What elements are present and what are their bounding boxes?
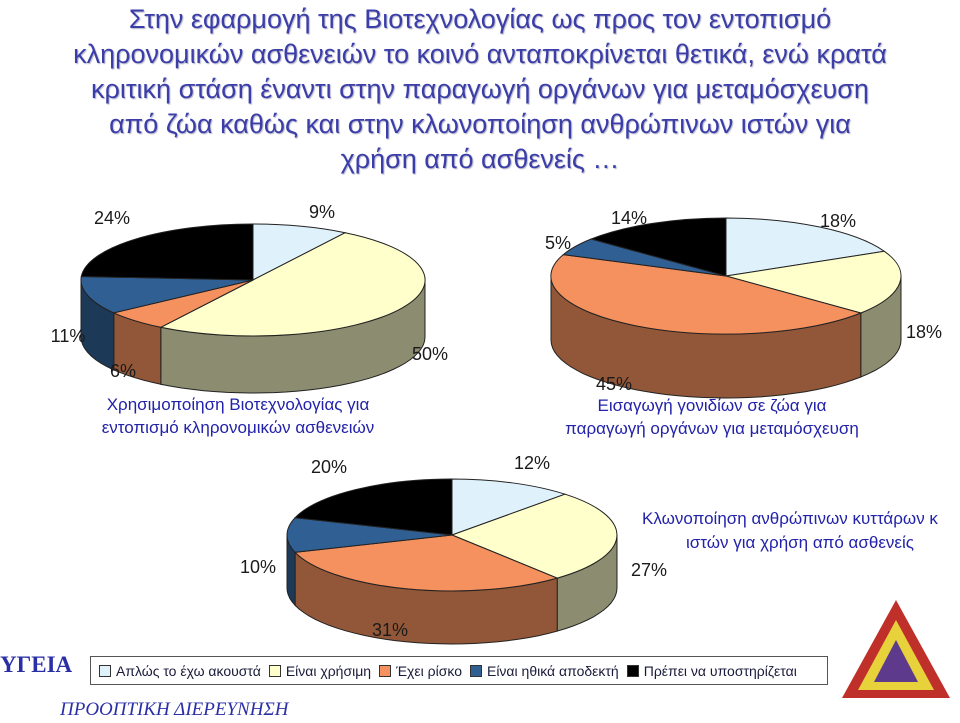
data-label: 18% bbox=[820, 211, 856, 231]
title-line: κληρονομικών ασθενειών το κοινό ανταποκρ… bbox=[73, 39, 887, 69]
legend-swatch bbox=[99, 664, 111, 677]
data-label: 14% bbox=[611, 208, 647, 228]
chart-caption: Χρησιμοποίηση Βιοτεχνολογίας για bbox=[107, 395, 370, 414]
legend-item: Είναι χρήσιμη bbox=[268, 662, 372, 679]
pie-slice bbox=[450, 493, 618, 579]
pie-slice bbox=[286, 517, 453, 553]
legend: Απλώς το έχω ακουστά Είναι χρήσιμη Έχει … bbox=[90, 656, 828, 685]
chart-caption: εντοπισμό κληρονομικών ασθενειών bbox=[102, 418, 375, 437]
legend-swatch bbox=[469, 664, 482, 677]
data-label: 45% bbox=[596, 374, 632, 394]
data-label: 31% bbox=[372, 620, 408, 640]
legend-label: Έχει ρίσκο bbox=[396, 662, 462, 679]
pie-slice bbox=[550, 254, 863, 335]
legend-label: Είναι χρήσιμη bbox=[285, 662, 372, 679]
pie-slice bbox=[294, 478, 453, 536]
legend-swatch bbox=[379, 664, 392, 677]
data-label: 9% bbox=[309, 202, 335, 222]
legend-label: Πρέπει να υποστηρίζεται bbox=[643, 662, 797, 679]
title-line: κριτική στάση έναντι στην παραγωγή οργάν… bbox=[91, 74, 869, 104]
legend-swatch bbox=[268, 664, 281, 677]
brand-logo-text: ΥΓΕΙΑ bbox=[0, 652, 73, 677]
pie-slice bbox=[252, 223, 347, 281]
pie-slice bbox=[80, 275, 254, 314]
data-label: 24% bbox=[94, 208, 130, 228]
page-title: Στην εφαρμογή της Βιοτεχνολογίας ως προς… bbox=[0, 2, 960, 177]
data-label: 20% bbox=[311, 457, 347, 477]
brand-logo bbox=[842, 600, 950, 698]
legend-item: Έχει ρίσκο bbox=[379, 663, 462, 679]
chart-caption: παραγωγή οργάνων για μεταμόσχευση bbox=[565, 419, 859, 438]
brand-footer-text: ΠΡΟΟΠΤΙΚΗ ΔΙΕΡΕΥΝΗΣΗ bbox=[60, 699, 289, 720]
legend-label: Είναι ηθικά αποδεκτή bbox=[486, 662, 619, 679]
data-label: 12% bbox=[514, 453, 550, 473]
pie-slice bbox=[725, 217, 886, 277]
legend-item: Απλώς το έχω ακουστά bbox=[99, 663, 261, 679]
data-label: 10% bbox=[240, 557, 276, 577]
data-label: 27% bbox=[631, 560, 667, 580]
chart-caption: Εισαγωγή γονιδίων σε ζώα για bbox=[598, 396, 827, 415]
pie-slice bbox=[294, 534, 559, 592]
data-label: 11% bbox=[51, 326, 86, 346]
chart-caption: ιστών για χρήση από ασθενείς bbox=[686, 533, 914, 552]
legend-item: Είναι ηθικά αποδεκτή bbox=[469, 662, 619, 679]
legend-label: Απλώς το έχω ακουστά bbox=[116, 662, 261, 679]
pie-slice bbox=[725, 250, 902, 314]
legend-item: Πρέπει να υποστηρίζεται bbox=[626, 662, 797, 679]
pie-slice bbox=[80, 223, 254, 281]
data-label: 6% bbox=[110, 361, 136, 381]
title-line: Στην εφαρμογή της Βιοτεχνολογίας ως προς… bbox=[128, 4, 832, 34]
title-line: από ζώα καθώς και στην κλωνοποίηση ανθρώ… bbox=[109, 109, 851, 139]
logo-triangle-core bbox=[874, 640, 918, 682]
pie-slice bbox=[589, 217, 727, 277]
legend-swatch bbox=[626, 664, 639, 677]
data-label: 18% bbox=[906, 322, 942, 342]
chart-caption: Κλωνοποίηση ανθρώπινων κυττάρων κ bbox=[642, 509, 938, 528]
title-line: χρήση από ασθενείς … bbox=[340, 144, 620, 174]
data-label: 50% bbox=[412, 344, 448, 364]
data-label: 5% bbox=[545, 233, 571, 253]
pie-slice bbox=[451, 478, 567, 536]
pie-slice bbox=[159, 232, 426, 337]
